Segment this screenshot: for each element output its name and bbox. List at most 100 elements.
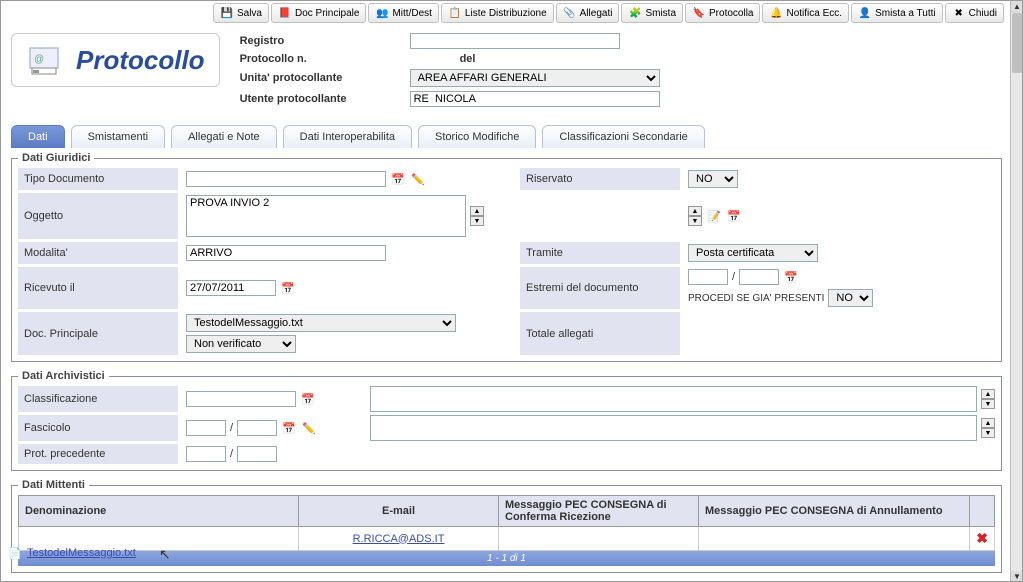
col-denominazione: Denominazione [19, 496, 299, 527]
docp-select[interactable]: TestodelMessaggio.txt [186, 314, 456, 332]
doc-principale-button[interactable]: 📕Doc Principale [271, 3, 366, 23]
smista-tutti-label: Smista a Tutti [875, 8, 936, 19]
close-icon: ✖ [952, 6, 966, 20]
stamp-icon: 🔖 [692, 6, 706, 20]
file-icon: 📄 [7, 545, 23, 561]
riservato-select[interactable]: NO [688, 170, 738, 188]
oggetto-spin[interactable]: ▲▼ [470, 206, 484, 226]
estremi-input-1[interactable] [688, 269, 728, 285]
smista-button[interactable]: 🧩Smista [621, 3, 683, 23]
salva-label: Salva [237, 8, 262, 19]
route-icon: 🧩 [628, 6, 642, 20]
people-icon: 👥 [375, 6, 389, 20]
tab-smistamenti[interactable]: Smistamenti [71, 125, 166, 148]
doc-icon: 📕 [278, 6, 292, 20]
logo-box: @ Protocollo [11, 33, 220, 87]
procedi-select[interactable]: NO [828, 289, 873, 307]
protocolla-label: Protocolla [709, 8, 753, 19]
calendar-icon[interactable]: 📅 [390, 171, 406, 187]
utente-input[interactable] [410, 91, 660, 107]
doc-principale-label: Doc Principale [295, 8, 359, 19]
tab-storico[interactable]: Storico Modifiche [418, 125, 536, 148]
cursor-icon: ↖ [159, 546, 171, 563]
oggetto-textarea[interactable]: PROVA INVIO 2 [186, 195, 466, 237]
col-pec-conferma: Messaggio PEC CONSEGNA di Conferma Ricez… [499, 496, 699, 527]
tab-allegati-note[interactable]: Allegati e Note [171, 125, 277, 148]
smista-tutti-button[interactable]: 👤Smista a Tutti [851, 3, 943, 23]
liste-button[interactable]: 📋Liste Distribuzione [441, 3, 554, 23]
registro-input[interactable] [410, 33, 620, 49]
tab-class-sec[interactable]: Classificazioni Secondarie [542, 125, 704, 148]
logo-icon: @ [26, 40, 66, 80]
col-email: E-mail [299, 496, 499, 527]
tipo-doc-input[interactable] [186, 171, 386, 187]
scroll-up-arrow[interactable]: ▲ [1011, 1, 1023, 13]
list-icon: 📋 [448, 6, 462, 20]
attachment-bar: 📄 TestodelMessaggio.txt [7, 545, 136, 561]
dati-archivistici-fieldset: Dati Archivistici Classificazione 📅 ▲▼ F… [11, 370, 1002, 471]
fascicolo-desc[interactable] [370, 415, 977, 441]
edit2-icon[interactable]: ✏️ [301, 420, 317, 436]
attachment-link[interactable]: TestodelMessaggio.txt [27, 547, 136, 559]
attach-icon: 📎 [563, 6, 577, 20]
scroll-down-arrow[interactable]: ▼ [1011, 571, 1023, 582]
oggetto-label: Oggetto [18, 193, 178, 239]
scroll-thumb[interactable] [1012, 13, 1022, 73]
riservato-label: Riservato [520, 168, 680, 190]
bell-icon: 🔔 [769, 6, 783, 20]
modalita-label: Modalita' [18, 242, 178, 264]
estremi-input-2[interactable] [739, 269, 779, 285]
class-desc[interactable] [370, 386, 977, 412]
totale-label: Totale allegati [520, 312, 680, 355]
datepick-icon[interactable]: 📅 [280, 280, 296, 296]
notifica-label: Notifica Ecc. [786, 8, 842, 19]
tramite-select[interactable]: Posta certificata [688, 244, 818, 262]
estremi-label: Estremi del documento [520, 267, 680, 309]
calendar2-icon[interactable]: 📅 [726, 208, 742, 224]
archivistici-legend: Dati Archivistici [18, 370, 109, 382]
email-link[interactable]: R.RICCA@ADS.IT [353, 533, 445, 545]
tab-dati[interactable]: Dati [11, 125, 65, 148]
protocolla-button[interactable]: 🔖Protocolla [685, 3, 760, 23]
modalita-input[interactable] [186, 245, 386, 261]
unita-select[interactable]: AREA AFFARI GENERALI [410, 69, 660, 87]
allegati-button[interactable]: 📎Allegati [556, 3, 620, 23]
calendar4-icon[interactable]: 📅 [281, 420, 297, 436]
docp-verif-select[interactable]: Non verificato [186, 335, 296, 353]
header-fields: Registro Protocollo n.del Unita' protoco… [240, 33, 1002, 111]
mitt-dest-label: Mitt/Dest [392, 8, 431, 19]
fascicolo-spin[interactable]: ▲▼ [981, 418, 995, 438]
unita-label: Unita' protocollante [240, 72, 410, 84]
top-toolbar: 💾Salva 📕Doc Principale 👥Mitt/Dest 📋Liste… [1, 1, 1012, 25]
class-input[interactable] [186, 391, 296, 407]
prot-prec-input-2[interactable] [237, 446, 277, 462]
mittenti-legend: Dati Mittenti [18, 479, 89, 491]
prot-prec-input-1[interactable] [186, 446, 226, 462]
edit-icon[interactable]: ✏️ [410, 171, 426, 187]
salva-button[interactable]: 💾Salva [213, 3, 269, 23]
utente-label: Utente protocollante [240, 93, 410, 105]
save-icon: 💾 [220, 6, 234, 20]
fascicolo-input-1[interactable] [186, 420, 226, 436]
broadcast-icon: 👤 [858, 6, 872, 20]
tramite-label: Tramite [520, 242, 680, 264]
datepick2-icon[interactable]: 📅 [783, 269, 799, 285]
giuridici-legend: Dati Giuridici [18, 152, 94, 164]
mittenti-table: Denominazione E-mail Messaggio PEC CONSE… [18, 495, 995, 551]
oggetto-spin2[interactable]: ▲▼ [688, 206, 702, 226]
fascicolo-input-2[interactable] [237, 420, 277, 436]
chiudi-button[interactable]: ✖Chiudi [945, 3, 1004, 23]
note-icon[interactable]: 📝 [706, 208, 722, 224]
delete-row-icon[interactable]: ✖ [976, 530, 988, 546]
liste-label: Liste Distribuzione [465, 8, 547, 19]
dati-giuridici-fieldset: Dati Giuridici Tipo Documento 📅 ✏️ Riser… [11, 152, 1002, 362]
notifica-button[interactable]: 🔔Notifica Ecc. [762, 3, 849, 23]
vertical-scrollbar[interactable]: ▲ ▼ [1010, 1, 1022, 582]
ricevuto-input[interactable] [186, 280, 276, 296]
tab-interop[interactable]: Dati Interoperabilita [283, 125, 412, 148]
chiudi-label: Chiudi [969, 8, 997, 19]
calendar3-icon[interactable]: 📅 [300, 391, 316, 407]
allegati-label: Allegati [580, 8, 613, 19]
class-spin[interactable]: ▲▼ [981, 389, 995, 409]
mitt-dest-button[interactable]: 👥Mitt/Dest [368, 3, 438, 23]
